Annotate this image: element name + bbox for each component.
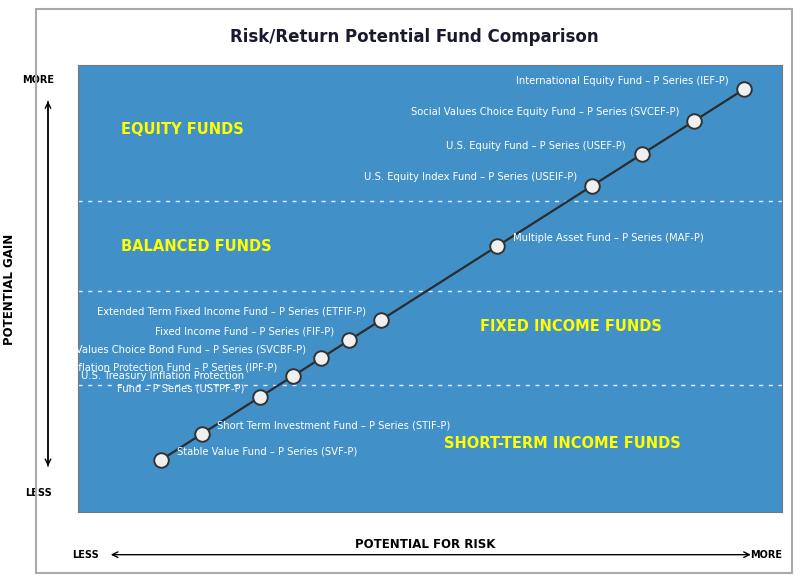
Point (343, 335, 356, 345)
Text: U.S. Equity Fund – P Series (USEF-P): U.S. Equity Fund – P Series (USEF-P) (446, 141, 626, 151)
Text: Social Values Choice Equity Fund – P Series (SVCEF-P): Social Values Choice Equity Fund – P Ser… (410, 107, 679, 117)
Text: U.S. Treasury Inflation Protection
Fund – P Series (USTPF-P): U.S. Treasury Inflation Protection Fund … (82, 371, 245, 393)
Text: Multiple Asset Fund – P Series (MAF-P): Multiple Asset Fund – P Series (MAF-P) (513, 233, 703, 243)
Text: LESS: LESS (72, 549, 99, 560)
Text: Risk/Return Potential Fund Comparison: Risk/Return Potential Fund Comparison (230, 28, 598, 46)
Text: EQUITY FUNDS: EQUITY FUNDS (121, 122, 243, 137)
Text: Stable Value Fund – P Series (SVF-P): Stable Value Fund – P Series (SVF-P) (177, 446, 358, 456)
Point (195, 430, 208, 439)
Text: Inflation Protection Fund – P Series (IPF-P): Inflation Protection Fund – P Series (IP… (70, 362, 278, 372)
Point (155, 455, 168, 464)
Text: Extended Term Fixed Income Fund – P Series (ETFIF-P): Extended Term Fixed Income Fund – P Seri… (97, 306, 366, 316)
Text: BALANCED FUNDS: BALANCED FUNDS (121, 239, 271, 254)
Text: FIXED INCOME FUNDS: FIXED INCOME FUNDS (480, 319, 662, 334)
Text: MORE: MORE (750, 549, 782, 560)
Text: Social Values Choice Bond Fund – P Series (SVCBF-P): Social Values Choice Bond Fund – P Serie… (42, 345, 306, 354)
Point (635, 150, 648, 159)
Point (254, 393, 266, 402)
Text: MORE: MORE (22, 75, 54, 85)
Point (315, 353, 328, 362)
Point (688, 116, 701, 126)
Point (374, 316, 387, 325)
Point (586, 181, 598, 190)
Text: Fixed Income Fund – P Series (FIF-P): Fixed Income Fund – P Series (FIF-P) (155, 327, 334, 336)
Text: POTENTIAL GAIN: POTENTIAL GAIN (3, 234, 16, 345)
Point (491, 241, 504, 251)
Point (286, 371, 299, 380)
Point (738, 85, 750, 94)
Text: SHORT-TERM INCOME FUNDS: SHORT-TERM INCOME FUNDS (445, 435, 682, 450)
Text: POTENTIAL FOR RISK: POTENTIAL FOR RISK (355, 538, 496, 551)
Text: LESS: LESS (25, 488, 52, 499)
Text: U.S. Equity Index Fund – P Series (USEIF-P): U.S. Equity Index Fund – P Series (USEIF… (364, 172, 577, 182)
Text: International Equity Fund – P Series (IEF-P): International Equity Fund – P Series (IE… (515, 76, 728, 86)
Text: Short Term Investment Fund – P Series (STIF-P): Short Term Investment Fund – P Series (S… (217, 420, 450, 431)
